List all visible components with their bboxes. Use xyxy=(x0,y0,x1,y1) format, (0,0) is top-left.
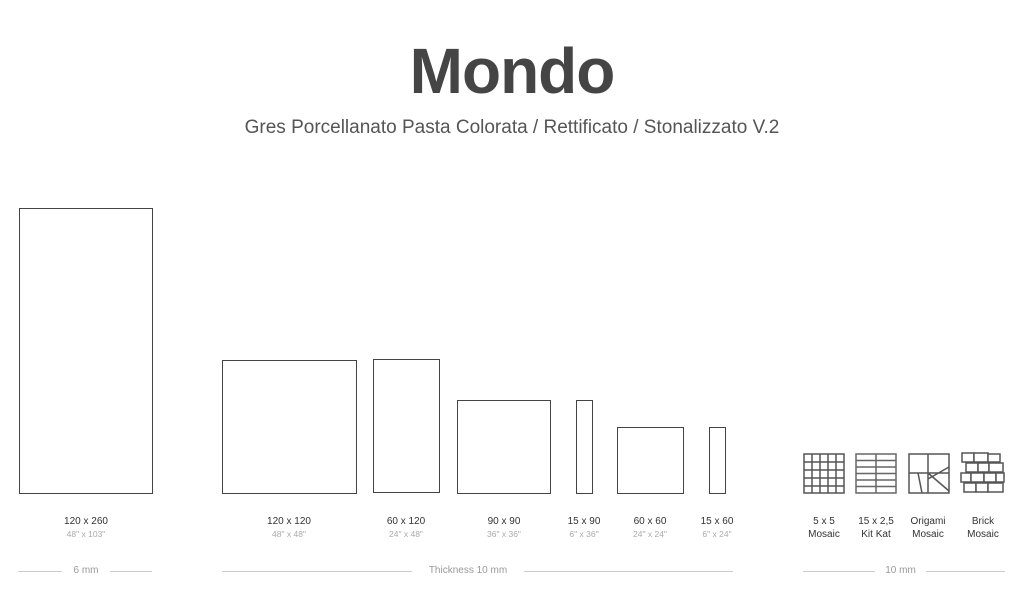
tile-size: 15 x 60 xyxy=(700,516,734,527)
kitkat-mosaic-icon xyxy=(855,453,897,494)
divider-line xyxy=(803,571,875,572)
tile-label: 120 x 260 48" x 103" xyxy=(41,515,131,541)
mosaic-name: 5 x 5 xyxy=(813,516,835,527)
tile-120x260 xyxy=(19,208,153,494)
tile-label: 60 x 60 24" x 24" xyxy=(605,515,695,541)
tile-size: 120 x 260 xyxy=(64,516,108,527)
divider-line xyxy=(524,571,733,572)
divider-line xyxy=(18,571,62,572)
tile-15x90 xyxy=(576,400,593,494)
mosaic-label: Origami Mosaic xyxy=(883,515,973,541)
divider-line xyxy=(222,571,412,572)
mosaic-label: 5 x 5 Mosaic xyxy=(779,515,869,541)
tile-size: 60 x 60 xyxy=(633,516,667,527)
tile-size: 120 x 120 xyxy=(267,516,311,527)
tile-120x120 xyxy=(222,360,357,494)
tile-size: 90 x 90 xyxy=(487,516,521,527)
thickness-label: 10 mm xyxy=(885,565,916,576)
brick-mosaic-icon xyxy=(960,452,1005,493)
tile-size: 15 x 90 xyxy=(567,516,601,527)
tile-label: 120 x 120 48" x 48" xyxy=(244,515,334,541)
tile-60x60 xyxy=(617,427,684,494)
tile-inches: 48" x 103" xyxy=(66,529,106,539)
tile-label: 15 x 90 6" x 36" xyxy=(539,515,629,541)
tile-label: 90 x 90 36" x 36" xyxy=(459,515,549,541)
thickness-label: Thickness 10 mm xyxy=(428,565,508,576)
mosaic-label: 15 x 2,5 Kit Kat xyxy=(831,515,921,541)
divider-line xyxy=(110,571,152,572)
tile-inches: 6" x 24" xyxy=(702,529,732,539)
mosaic-label: Brick Mosaic xyxy=(938,515,1024,541)
divider-line xyxy=(926,571,1005,572)
grid-mosaic-icon xyxy=(803,453,845,494)
page-title: Mondo xyxy=(409,35,616,107)
tile-inches: 6" x 36" xyxy=(569,529,599,539)
tile-90x90 xyxy=(457,400,551,494)
mosaic-type: Kit Kat xyxy=(861,529,891,540)
mosaic-name: Origami xyxy=(910,516,946,527)
tile-label: 15 x 60 6" x 24" xyxy=(672,515,762,541)
tile-inches: 24" x 48" xyxy=(389,529,423,539)
thickness-label: 6 mm xyxy=(73,565,99,576)
tile-inches: 24" x 24" xyxy=(633,529,667,539)
tile-60x120 xyxy=(373,359,440,493)
tile-size: 60 x 120 xyxy=(386,516,426,527)
tile-15x60 xyxy=(709,427,726,494)
mosaic-type: Mosaic xyxy=(808,529,840,540)
mosaic-name: 15 x 2,5 xyxy=(858,516,894,527)
origami-mosaic-icon xyxy=(908,453,950,494)
mosaic-name: Brick xyxy=(971,516,995,527)
mosaic-type: Mosaic xyxy=(967,529,999,540)
tile-label: 60 x 120 24" x 48" xyxy=(361,515,451,541)
tile-inches: 48" x 48" xyxy=(272,529,306,539)
page-subtitle: Gres Porcellanato Pasta Colorata / Retti… xyxy=(244,117,780,138)
tile-inches: 36" x 36" xyxy=(487,529,521,539)
mosaic-type: Mosaic xyxy=(912,529,944,540)
